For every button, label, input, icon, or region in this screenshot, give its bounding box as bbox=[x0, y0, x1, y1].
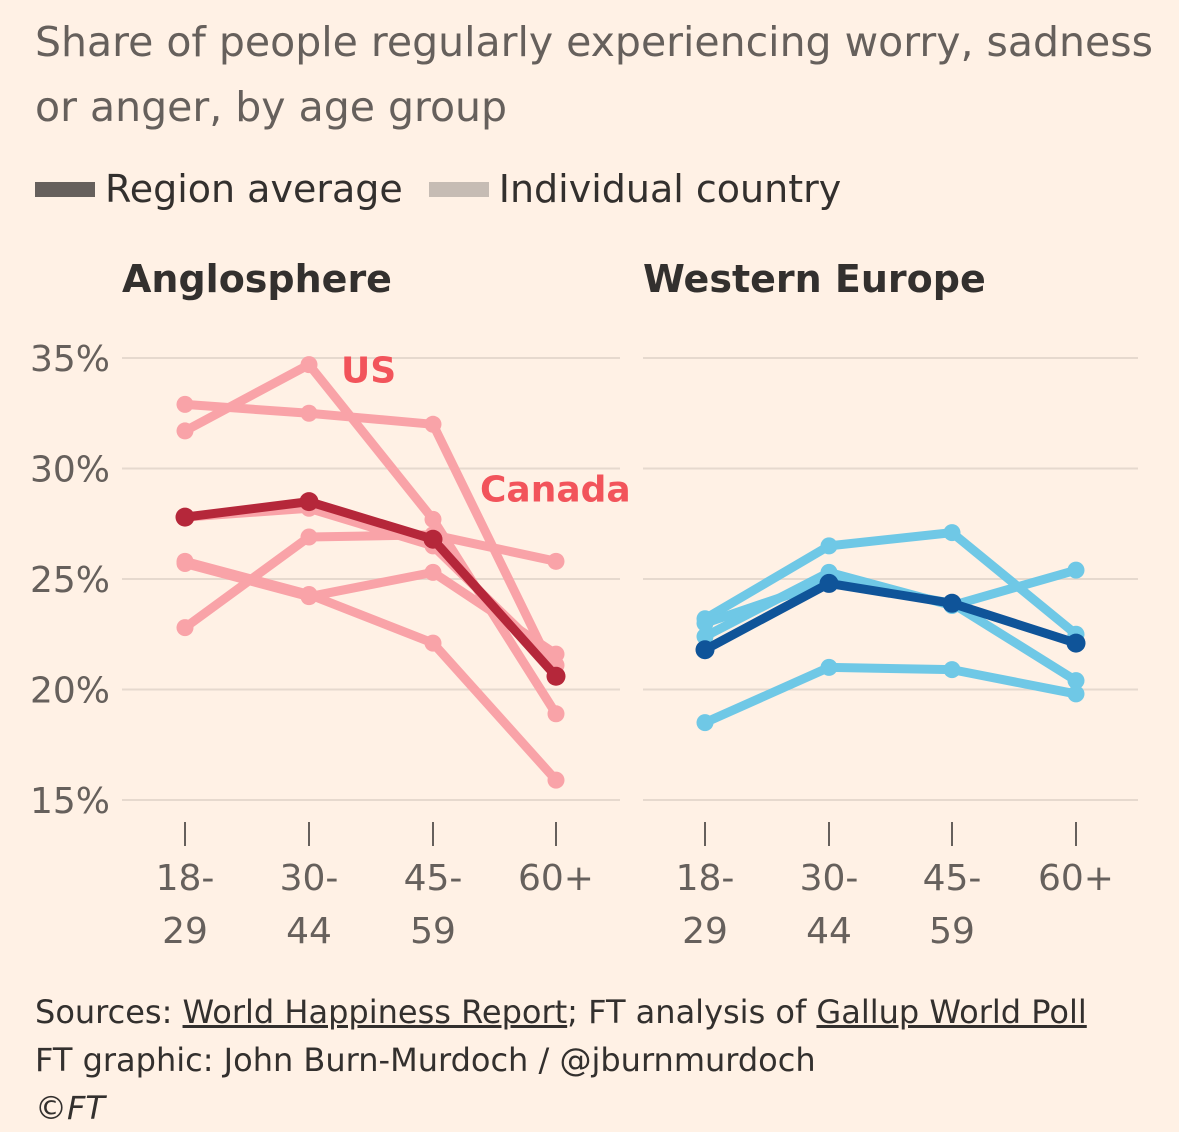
y-tick-label-20: 20% bbox=[30, 671, 110, 712]
annotation-us: US bbox=[341, 350, 396, 391]
legend-label-region-average: Region average bbox=[105, 167, 403, 211]
x-tick-label-western-europe-0-1: 29 bbox=[682, 911, 728, 952]
data-point-anglosphere-country-6-2 bbox=[424, 634, 442, 652]
series-line-western-europe-region-average bbox=[700, 578, 1081, 655]
x-tick-label-anglosphere-2-0: 45- bbox=[404, 858, 463, 899]
x-tick-label-anglosphere-1-0: 30- bbox=[280, 858, 339, 899]
data-point-anglosphere-region-average-1 bbox=[299, 492, 319, 512]
data-point-western-europe-country-d-3 bbox=[1067, 685, 1085, 703]
source-link-world-happiness-report[interactable]: World Happiness Report bbox=[182, 993, 568, 1031]
x-tick-label-anglosphere-1-1: 44 bbox=[286, 911, 332, 952]
data-point-anglosphere-region-average-0 bbox=[175, 507, 195, 527]
data-point-western-europe-region-average-1 bbox=[819, 573, 839, 593]
x-tick-label-anglosphere-3-0: 60+ bbox=[518, 858, 594, 899]
legend-item-individual-country: Individual country bbox=[428, 167, 842, 211]
chart-title: Share of people regularly experiencing w… bbox=[35, 18, 1153, 131]
annotation-canada: Canada bbox=[480, 470, 631, 511]
data-point-western-europe-country-b-3 bbox=[1067, 561, 1085, 579]
panel-western-europe: Western Europe 18- 29 30- 44 45- 59 60+ bbox=[643, 257, 1138, 952]
sources-middle: ; FT analysis of bbox=[567, 993, 817, 1031]
data-point-anglosphere-country-5-1 bbox=[300, 528, 318, 546]
source-link-gallup-world-poll[interactable]: Gallup World Poll bbox=[816, 993, 1087, 1031]
data-point-western-europe-country-d-2 bbox=[943, 661, 961, 679]
data-point-anglosphere-us-2 bbox=[424, 510, 442, 528]
y-tick-label-25: 25% bbox=[30, 560, 110, 601]
panel-title-western-europe: Western Europe bbox=[643, 257, 986, 301]
panel-anglosphere: Anglosphere 15% 20% 25% 30% 35% 18- 29 30- 44 45- 5… bbox=[30, 257, 631, 952]
copyright: ©FT bbox=[35, 1089, 105, 1127]
y-tick-label-35: 35% bbox=[30, 339, 110, 380]
x-tick-label-western-europe-1-1: 44 bbox=[806, 911, 852, 952]
data-point-anglosphere-us-3 bbox=[547, 705, 565, 723]
data-point-western-europe-country-d-0 bbox=[696, 714, 714, 732]
data-point-western-europe-region-average-0 bbox=[695, 640, 715, 660]
data-point-anglosphere-country-3-0 bbox=[176, 395, 194, 413]
x-tick-label-anglosphere-2-1: 59 bbox=[410, 911, 456, 952]
data-point-western-europe-country-b-0 bbox=[696, 627, 714, 645]
data-point-anglosphere-us-1 bbox=[300, 356, 318, 374]
data-point-anglosphere-country-5-3 bbox=[547, 552, 565, 570]
panel-title-anglosphere: Anglosphere bbox=[122, 257, 392, 301]
x-tick-label-western-europe-0-0: 18- bbox=[676, 858, 735, 899]
sources-line: Sources: World Happiness Report; FT anal… bbox=[35, 988, 1155, 1036]
data-point-western-europe-region-average-3 bbox=[1066, 633, 1086, 653]
graphic-credit: FT graphic: John Burn-Murdoch / @jburnmu… bbox=[35, 1041, 816, 1079]
data-point-anglosphere-country-3-2 bbox=[424, 415, 442, 433]
x-tick-label-western-europe-3-0: 60+ bbox=[1038, 858, 1114, 899]
data-point-anglosphere-canada-2 bbox=[424, 563, 442, 581]
series-line-anglosphere-country-6 bbox=[180, 556, 561, 785]
y-tick-label-15: 15% bbox=[30, 781, 110, 822]
x-tick-label-western-europe-1-0: 30- bbox=[800, 858, 859, 899]
x-tick-label-western-europe-2-1: 59 bbox=[929, 911, 975, 952]
data-point-western-europe-country-a-2 bbox=[943, 524, 961, 542]
x-tick-label-anglosphere-0-1: 29 bbox=[162, 911, 208, 952]
x-tick-label-western-europe-2-0: 45- bbox=[923, 858, 982, 899]
data-point-western-europe-country-c-0 bbox=[696, 614, 714, 632]
data-point-anglosphere-country-6-1 bbox=[300, 585, 318, 603]
data-point-anglosphere-us-0 bbox=[176, 422, 194, 440]
legend-swatch-region-average bbox=[35, 181, 95, 197]
data-point-anglosphere-country-5-0 bbox=[176, 619, 194, 637]
data-point-anglosphere-region-average-2 bbox=[423, 529, 443, 549]
data-point-western-europe-country-a-1 bbox=[820, 537, 838, 555]
series-line-western-europe-country-d bbox=[700, 662, 1081, 728]
series-line-anglosphere-region-average bbox=[180, 497, 561, 681]
legend-label-individual-country: Individual country bbox=[498, 167, 842, 211]
legend-swatch-individual-country bbox=[428, 181, 489, 197]
x-tick-label-anglosphere-0-0: 18- bbox=[156, 858, 215, 899]
data-point-anglosphere-country-3-1 bbox=[300, 404, 318, 422]
data-point-western-europe-country-d-1 bbox=[820, 658, 838, 676]
legend: Region average Individual country bbox=[35, 164, 867, 214]
data-point-anglosphere-country-6-0 bbox=[176, 552, 194, 570]
legend-item-region-average: Region average bbox=[35, 167, 403, 211]
data-point-western-europe-country-c-3 bbox=[1067, 672, 1085, 690]
y-tick-label-30: 30% bbox=[30, 450, 110, 491]
data-point-western-europe-region-average-2 bbox=[942, 593, 962, 613]
data-point-anglosphere-region-average-3 bbox=[546, 666, 566, 686]
data-point-anglosphere-country-6-3 bbox=[547, 771, 565, 789]
sources-prefix: Sources: bbox=[35, 993, 183, 1031]
sources-block: Sources: World Happiness Report; FT anal… bbox=[35, 988, 1155, 1132]
